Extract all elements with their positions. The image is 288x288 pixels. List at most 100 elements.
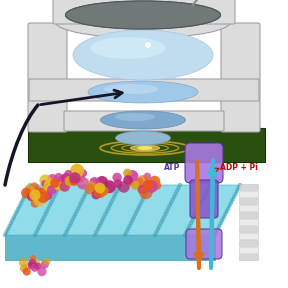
FancyBboxPatch shape — [240, 255, 259, 261]
Circle shape — [56, 178, 69, 191]
Circle shape — [217, 224, 221, 228]
Circle shape — [115, 189, 119, 193]
Circle shape — [132, 215, 136, 219]
Circle shape — [113, 179, 122, 188]
Circle shape — [94, 183, 105, 194]
Circle shape — [170, 198, 175, 202]
Circle shape — [29, 190, 41, 200]
FancyBboxPatch shape — [240, 198, 259, 204]
Circle shape — [103, 180, 116, 193]
Circle shape — [43, 179, 56, 192]
Circle shape — [199, 200, 203, 205]
Circle shape — [102, 215, 106, 219]
Circle shape — [156, 227, 160, 231]
Circle shape — [97, 224, 102, 228]
Circle shape — [37, 224, 41, 228]
Circle shape — [173, 192, 178, 196]
Ellipse shape — [65, 1, 221, 29]
Circle shape — [100, 187, 109, 196]
Circle shape — [136, 206, 141, 211]
Circle shape — [220, 218, 225, 223]
Circle shape — [238, 183, 242, 187]
Circle shape — [143, 192, 148, 196]
Circle shape — [208, 183, 212, 187]
Circle shape — [168, 203, 172, 208]
Circle shape — [159, 221, 163, 226]
Circle shape — [202, 195, 206, 199]
Circle shape — [28, 261, 36, 269]
Circle shape — [31, 264, 39, 272]
Circle shape — [56, 186, 61, 190]
Circle shape — [162, 215, 166, 219]
Circle shape — [230, 198, 235, 202]
Circle shape — [58, 175, 66, 183]
Circle shape — [88, 183, 92, 187]
Circle shape — [47, 174, 58, 184]
Circle shape — [223, 212, 228, 217]
Circle shape — [33, 233, 37, 237]
Circle shape — [233, 192, 238, 196]
Polygon shape — [28, 128, 265, 162]
Circle shape — [144, 173, 151, 180]
Circle shape — [77, 203, 82, 208]
Circle shape — [109, 200, 113, 205]
Ellipse shape — [101, 111, 185, 129]
Circle shape — [142, 195, 146, 199]
Circle shape — [153, 181, 161, 190]
Circle shape — [34, 230, 39, 234]
Circle shape — [42, 215, 46, 219]
Circle shape — [203, 192, 208, 196]
Circle shape — [61, 173, 71, 183]
Circle shape — [172, 195, 176, 199]
Circle shape — [183, 233, 187, 237]
Circle shape — [49, 200, 53, 205]
FancyBboxPatch shape — [240, 206, 259, 211]
Circle shape — [37, 191, 49, 203]
Text: ATP: ATP — [164, 162, 180, 171]
Circle shape — [34, 263, 41, 270]
Ellipse shape — [88, 81, 198, 103]
Circle shape — [90, 177, 100, 187]
Circle shape — [28, 183, 32, 187]
Circle shape — [40, 218, 45, 223]
Circle shape — [232, 195, 236, 199]
Circle shape — [26, 186, 31, 190]
Circle shape — [153, 233, 157, 237]
Circle shape — [226, 206, 230, 211]
Circle shape — [9, 221, 13, 226]
Circle shape — [228, 203, 232, 208]
Circle shape — [107, 203, 112, 208]
FancyBboxPatch shape — [240, 234, 259, 240]
Circle shape — [186, 227, 190, 231]
Circle shape — [145, 42, 151, 48]
Circle shape — [157, 224, 162, 228]
Circle shape — [15, 209, 19, 214]
Circle shape — [7, 224, 12, 228]
Circle shape — [41, 190, 52, 200]
Circle shape — [27, 193, 35, 201]
Ellipse shape — [73, 30, 213, 80]
Circle shape — [99, 221, 103, 226]
Circle shape — [187, 224, 192, 228]
Circle shape — [103, 212, 107, 217]
Circle shape — [37, 267, 47, 276]
Circle shape — [34, 187, 43, 196]
FancyBboxPatch shape — [64, 111, 224, 131]
Circle shape — [145, 180, 158, 193]
Circle shape — [39, 175, 51, 186]
Circle shape — [24, 185, 34, 194]
Ellipse shape — [90, 37, 166, 59]
Circle shape — [76, 206, 80, 211]
FancyBboxPatch shape — [240, 247, 259, 253]
Circle shape — [65, 176, 75, 186]
Circle shape — [53, 192, 58, 196]
FancyBboxPatch shape — [185, 143, 223, 183]
Circle shape — [236, 186, 241, 190]
Circle shape — [106, 206, 110, 211]
Circle shape — [13, 212, 18, 217]
Circle shape — [131, 181, 140, 190]
Circle shape — [41, 180, 48, 187]
Circle shape — [189, 221, 193, 226]
Circle shape — [26, 193, 33, 199]
Circle shape — [169, 200, 173, 205]
